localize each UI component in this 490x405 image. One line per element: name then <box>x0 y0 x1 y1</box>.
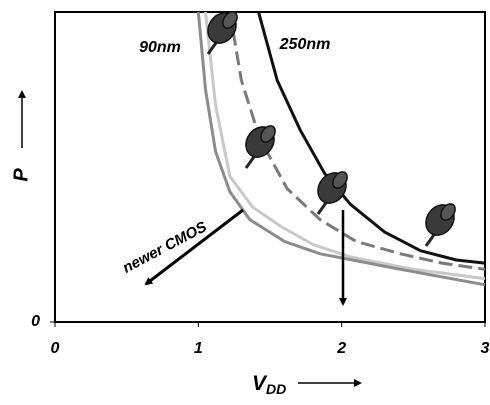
series-label: 250nm <box>279 36 331 53</box>
plot-frame <box>54 11 486 323</box>
x-label-sub: DD <box>266 381 286 397</box>
x-label: VDD <box>252 372 286 397</box>
curve <box>204 11 486 281</box>
x-tick-label: 3 <box>481 340 490 357</box>
pin-icon <box>310 165 354 216</box>
x-tick-label: 0 <box>51 340 60 357</box>
y-tick-label: 0 <box>31 313 40 330</box>
curve <box>228 11 486 271</box>
y-label: P <box>10 168 32 182</box>
x-label-main: V <box>252 372 268 395</box>
pin-icon <box>418 197 462 248</box>
pin-icon <box>238 119 282 170</box>
curve <box>257 11 486 265</box>
x-tick-label: 1 <box>194 340 203 357</box>
arrow <box>144 208 244 286</box>
x-tick-label: 2 <box>336 340 346 357</box>
series-label: 90nm <box>139 39 181 56</box>
curve <box>196 11 486 287</box>
